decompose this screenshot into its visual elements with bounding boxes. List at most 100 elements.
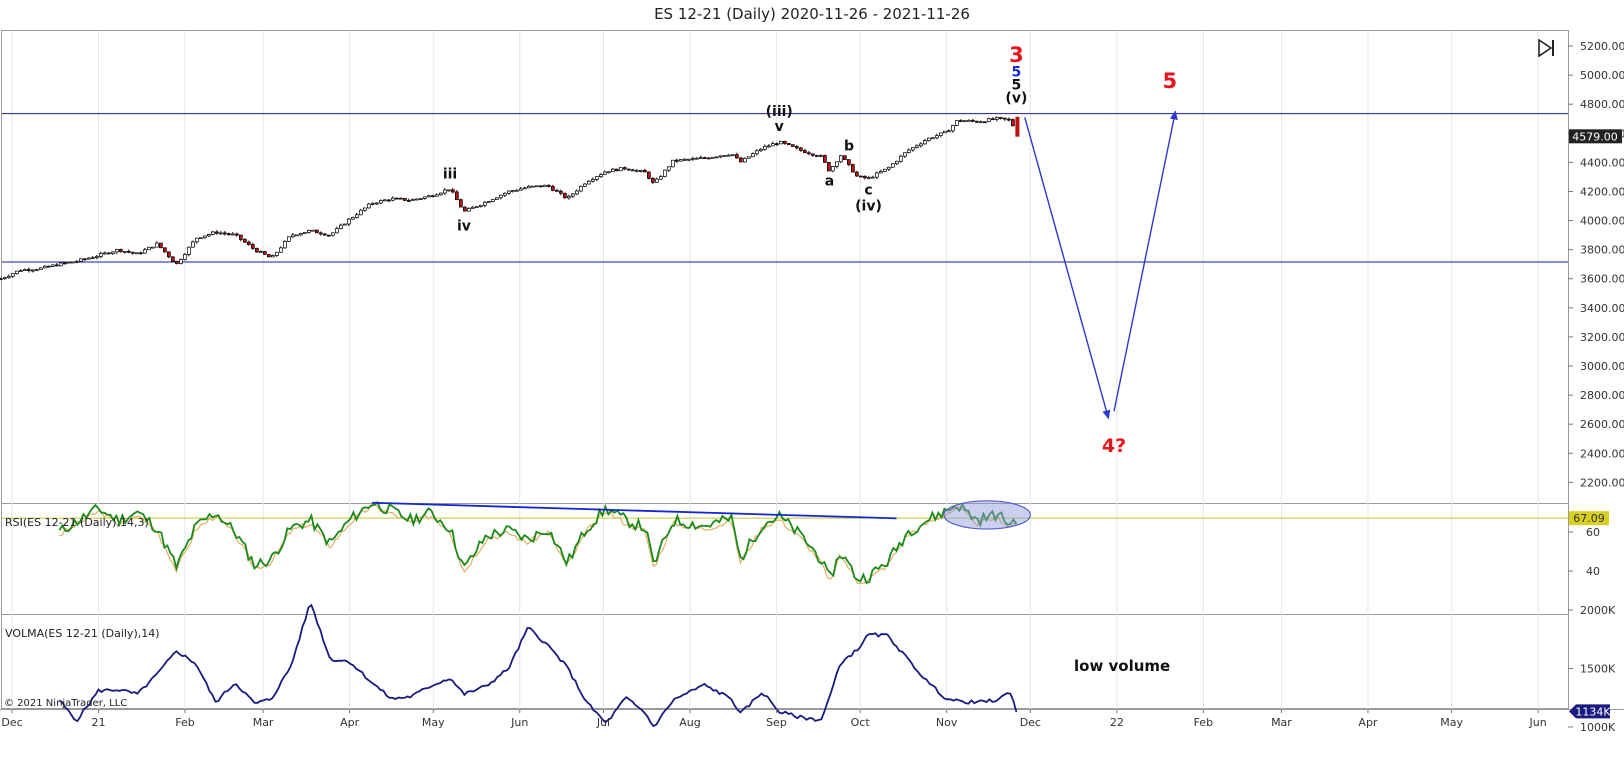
projection-arrow: [1024, 117, 1111, 420]
candle-body: [326, 234, 331, 237]
candle-body: [142, 249, 147, 254]
candle-body: [1006, 118, 1011, 121]
candle-body: [318, 232, 323, 235]
candle-body: [750, 153, 755, 158]
candle-body: [962, 120, 967, 123]
candle-body: [162, 247, 167, 253]
candle-body: [154, 242, 159, 248]
candle-body: [218, 232, 223, 235]
candle-body: [886, 166, 891, 170]
rsi-highlight-ellipse: [943, 500, 1031, 530]
candle-body: [74, 260, 79, 263]
candle-body: [118, 249, 123, 252]
price-y-tick-label: 3600.00: [1580, 273, 1624, 286]
candle-body: [382, 199, 387, 202]
candle-body: [506, 190, 511, 194]
volma-indicator-label: VOLMA(ES 12-21 (Daily),14): [5, 627, 160, 640]
candle-body: [822, 155, 827, 163]
candle-body: [34, 269, 39, 271]
candle-body: [18, 270, 23, 273]
rsi-y-tick-label: 60: [1586, 526, 1600, 539]
candle-body: [686, 158, 691, 161]
candle-body: [854, 171, 859, 177]
candle-body: [654, 178, 659, 183]
wave-label: iv: [457, 219, 471, 235]
skip-to-end-icon[interactable]: [1535, 37, 1557, 59]
candle-body: [250, 244, 255, 249]
candle-body: [650, 178, 655, 183]
candle-body: [818, 155, 823, 157]
candle-body: [362, 207, 367, 211]
current-price-badge: [1569, 129, 1622, 144]
candle-body: [130, 251, 135, 254]
candle-body: [398, 197, 403, 200]
wave-label: iii: [443, 166, 457, 182]
candle-body: [446, 189, 451, 192]
candle-body: [206, 234, 211, 237]
volma-value-label: 1134K: [1575, 705, 1611, 718]
price-y-tick-label: 4400.00: [1580, 156, 1624, 169]
candle-body: [298, 233, 303, 236]
candle-body: [878, 171, 883, 174]
candle-body: [0, 278, 3, 281]
candle-body: [786, 143, 791, 145]
last-candle: [1015, 116, 1020, 137]
candle-body: [334, 228, 339, 234]
candle-body: [706, 157, 711, 160]
candle-body: [578, 185, 583, 192]
price-y-tick-label: 4000.00: [1580, 215, 1624, 228]
candle-body: [778, 141, 783, 145]
candle-body: [722, 155, 727, 157]
wave-label: (iii): [766, 104, 793, 120]
candle-body: [882, 168, 887, 172]
candle-body: [570, 193, 575, 197]
candle-body: [826, 162, 831, 172]
candle-body: [170, 256, 175, 262]
price-y-tick-label: 3200.00: [1580, 331, 1624, 344]
price-y-tick-label: 2200.00: [1580, 476, 1624, 489]
candle-body: [782, 141, 787, 144]
candle-body: [842, 155, 847, 160]
volma-y-tick-label: 1500K: [1580, 663, 1616, 676]
candle-body: [766, 145, 771, 148]
candle-body: [194, 237, 199, 243]
candle-body: [330, 232, 335, 236]
candle-body: [486, 201, 491, 203]
x-tick-label: Apr: [1358, 716, 1378, 729]
candle-body: [474, 206, 479, 208]
candle-body: [346, 218, 351, 225]
candle-body: [86, 257, 91, 260]
candle-body: [710, 156, 715, 159]
candle-body: [702, 157, 707, 159]
candle-body: [698, 157, 703, 159]
candle-body: [906, 149, 911, 154]
candle-body: [470, 206, 475, 209]
candle-body: [418, 198, 423, 200]
candle-body: [374, 202, 379, 205]
candle-body: [978, 121, 983, 124]
candle-body: [58, 262, 63, 267]
candle-body: [210, 231, 215, 235]
candle-body: [790, 144, 795, 147]
candle-body: [46, 265, 51, 268]
candle-body: [430, 195, 435, 198]
candle-body: [954, 120, 959, 126]
candle-body: [662, 169, 667, 177]
candle-body: [98, 253, 103, 257]
x-tick-label: Jun: [1529, 716, 1547, 729]
candle-body: [622, 167, 627, 170]
candle-body: [106, 252, 111, 255]
candle-body: [774, 143, 779, 146]
candle-body: [770, 143, 775, 147]
candle-body: [846, 159, 851, 165]
candle-body: [146, 246, 151, 251]
candle-body: [678, 159, 683, 162]
price-y-tick-label: 2800.00: [1580, 389, 1624, 402]
candle-body: [718, 155, 723, 158]
candle-body: [734, 154, 739, 159]
candle-body: [42, 265, 47, 269]
candle-body: [30, 269, 35, 272]
candle-body: [894, 160, 899, 165]
candle-body: [810, 153, 815, 156]
